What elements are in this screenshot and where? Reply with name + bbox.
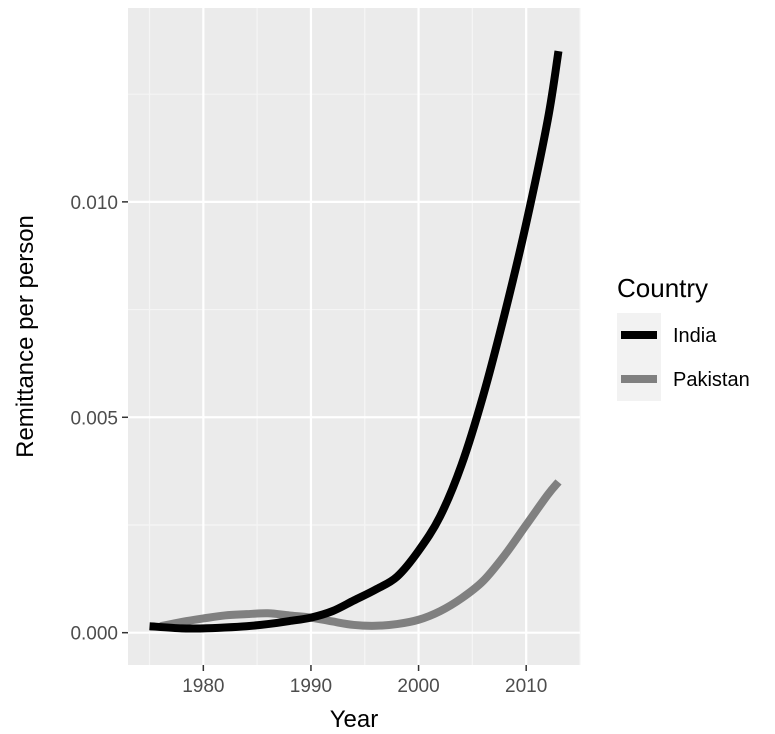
legend-title: Country — [617, 273, 708, 303]
series-lines — [149, 50, 563, 633]
x-tick-label: 1990 — [290, 676, 332, 697]
legend-label-pakistan: Pakistan — [673, 369, 750, 391]
series-line-pakistan — [159, 479, 562, 631]
y-axis: 0.000 0.005 0.010 — [70, 193, 128, 645]
y-tick-label: 0.010 — [70, 193, 118, 214]
x-tick-label: 2010 — [505, 676, 547, 697]
x-tick-label: 1980 — [182, 676, 224, 697]
legend: Country India Pakistan — [617, 273, 750, 401]
x-tick-label: 2000 — [397, 676, 439, 697]
x-axis-title: Year — [330, 706, 379, 733]
major-gridlines — [128, 8, 580, 665]
series-line-india — [149, 50, 563, 633]
x-axis: 1980 1990 2000 2010 — [182, 665, 547, 697]
y-tick-label: 0.000 — [70, 624, 118, 645]
y-axis-title: Remittance per person — [12, 215, 39, 458]
y-tick-label: 0.005 — [70, 408, 118, 429]
plot-panel — [128, 8, 580, 665]
legend-label-india: India — [673, 325, 717, 347]
